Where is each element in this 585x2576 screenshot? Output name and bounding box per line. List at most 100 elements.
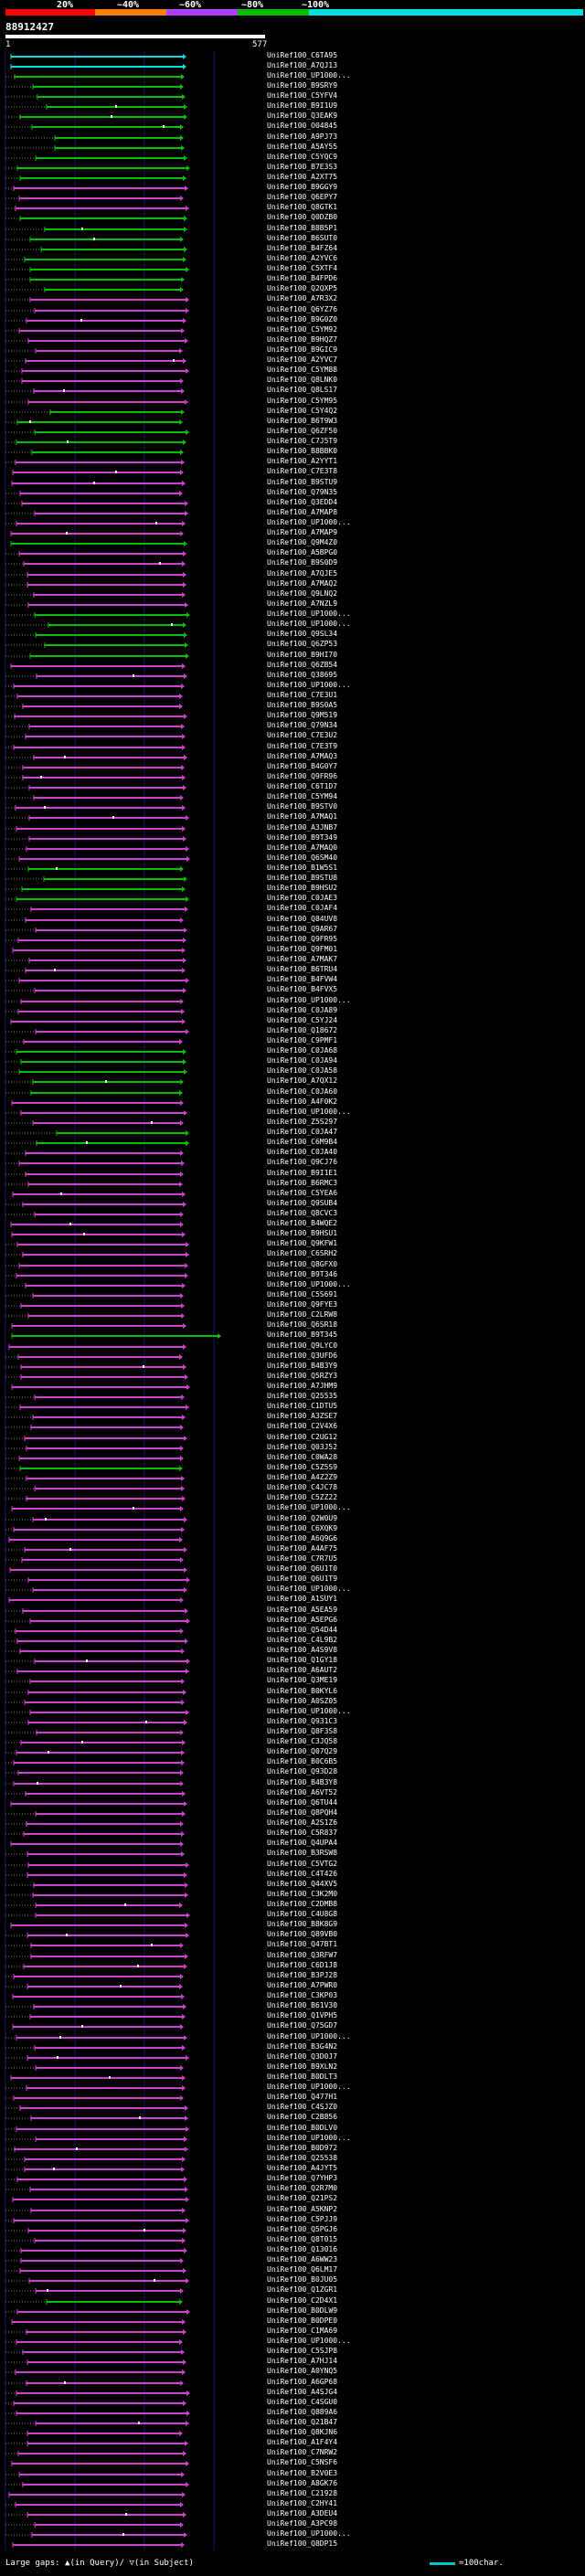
hit-label-link[interactable]: UniRef100_UP1000... [267, 1108, 351, 1116]
hit-label-link[interactable]: UniRef100_B9HI70 [267, 651, 338, 659]
hit-label-link[interactable]: UniRef100_B9GGY9 [267, 183, 338, 191]
hit-label-link[interactable]: UniRef100_UP1000... [267, 518, 351, 526]
hit-label-link[interactable]: UniRef100_Q5PGJ6 [267, 2225, 338, 2233]
hit-label-link[interactable]: UniRef100_A7NZL9 [267, 599, 338, 608]
hit-label-link[interactable]: UniRef100_Q3EAK9 [267, 111, 338, 120]
hit-label-link[interactable]: UniRef100_C5YM94 [267, 792, 338, 800]
hit-label-link[interactable]: UniRef100_A5EA59 [267, 1606, 338, 1614]
hit-label-link[interactable]: UniRef100_Q8GFX0 [267, 1260, 338, 1268]
hit-label-link[interactable]: UniRef100_UP1000... [267, 996, 351, 1004]
hit-label-link[interactable]: UniRef100_C3JQ58 [267, 1737, 338, 1745]
hit-label-link[interactable]: UniRef100_A6AUT2 [267, 1666, 338, 1674]
hit-label-link[interactable]: UniRef100_Q8LNK0 [267, 376, 338, 384]
hit-label-link[interactable]: UniRef100_Q9AR67 [267, 925, 338, 933]
hit-label-link[interactable]: UniRef100_B6T9W3 [267, 417, 338, 425]
hit-label-link[interactable]: UniRef100_Q8GTK1 [267, 203, 338, 211]
hit-label-link[interactable]: UniRef100_UP1000... [267, 1585, 351, 1593]
hit-label-link[interactable]: UniRef100_UP1000... [267, 2337, 351, 2345]
hit-label-link[interactable]: UniRef100_Q7YHP3 [267, 2174, 338, 2182]
hit-label-link[interactable]: UniRef100_A4S9V8 [267, 1646, 338, 1654]
hit-label-link[interactable]: UniRef100_A9PJ73 [267, 133, 338, 141]
hit-label-link[interactable]: UniRef100_B9STV0 [267, 802, 338, 811]
hit-label-link[interactable]: UniRef100_UP1000... [267, 681, 351, 689]
hit-label-link[interactable]: UniRef100_C5R837 [267, 1829, 338, 1837]
hit-label-link[interactable]: UniRef100_A2YVC6 [267, 254, 338, 262]
hit-label-link[interactable]: UniRef100_B8BBK0 [267, 447, 338, 455]
hit-label-link[interactable]: UniRef100_B2V0E3 [267, 2469, 338, 2477]
hit-label-link[interactable]: UniRef100_B9HSU1 [267, 1229, 338, 1237]
hit-label-link[interactable]: UniRef100_Q75GD7 [267, 2021, 338, 2030]
hit-label-link[interactable]: UniRef100_Q2R7M0 [267, 2184, 338, 2192]
hit-label-link[interactable]: UniRef100_Q25538 [267, 2154, 338, 2162]
hit-label-link[interactable]: UniRef100_C6XQK9 [267, 1524, 338, 1532]
hit-label-link[interactable]: UniRef100_C2LRW8 [267, 1310, 338, 1319]
hit-label-link[interactable]: UniRef100_B9G0Z0 [267, 315, 338, 323]
hit-label-link[interactable]: UniRef100_C5S691 [267, 1290, 338, 1299]
hit-label-link[interactable]: UniRef100_Q0DZB0 [267, 213, 338, 221]
hit-label-link[interactable]: UniRef100_C7E3U1 [267, 691, 338, 699]
hit-label-link[interactable]: UniRef100_C5PJJ9 [267, 2215, 338, 2223]
hit-label-link[interactable]: UniRef100_B9T346 [267, 1270, 338, 1278]
hit-label-link[interactable]: UniRef100_B6RMC3 [267, 1179, 338, 1187]
hit-label-link[interactable]: UniRef100_C5Z5S9 [267, 1463, 338, 1471]
hit-label-link[interactable]: UniRef100_UP1000... [267, 2032, 351, 2041]
hit-label-link[interactable]: UniRef100_A5EPG6 [267, 1616, 338, 1624]
hit-label-link[interactable]: UniRef100_A2YVC7 [267, 355, 338, 364]
hit-label-link[interactable]: UniRef100_Q6SR18 [267, 1320, 338, 1329]
hit-label-link[interactable]: UniRef100_C5NSF6 [267, 2458, 338, 2466]
hit-label-link[interactable]: UniRef100_B9T349 [267, 833, 338, 842]
hit-label-link[interactable]: UniRef100_A1F4Y4 [267, 2438, 338, 2446]
hit-label-link[interactable]: UniRef100_Q47BT1 [267, 1940, 338, 1948]
hit-label-link[interactable]: UniRef100_C4T426 [267, 1870, 338, 1878]
hit-label-link[interactable]: UniRef100_Q6ZF50 [267, 427, 338, 435]
hit-label-link[interactable]: UniRef100_C2UG12 [267, 1433, 338, 1441]
hit-label-link[interactable]: UniRef100_A7MAP8 [267, 508, 338, 516]
hit-label-link[interactable]: UniRef100_C5Y4Q2 [267, 407, 338, 415]
hit-label-link[interactable]: UniRef100_C1DTU5 [267, 1402, 338, 1410]
hit-label-link[interactable]: UniRef100_Q07Q29 [267, 1747, 338, 1755]
hit-label-link[interactable]: UniRef100_B0D972 [267, 2144, 338, 2152]
hit-label-link[interactable]: UniRef100_B9STU8 [267, 874, 338, 882]
hit-label-link[interactable]: UniRef100_Q6YZ76 [267, 305, 338, 313]
hit-label-link[interactable]: UniRef100_C5YM88 [267, 366, 338, 374]
hit-label-link[interactable]: UniRef100_A7JHM9 [267, 1382, 338, 1390]
hit-label-link[interactable]: UniRef100_C0JA47 [267, 1128, 338, 1136]
hit-label-link[interactable]: UniRef100_C5SJP8 [267, 2347, 338, 2355]
hit-label-link[interactable]: UniRef100_B9XLN2 [267, 2062, 338, 2071]
hit-label-link[interactable]: UniRef100_B9T345 [267, 1330, 338, 1339]
hit-label-link[interactable]: UniRef100_Q9FYE3 [267, 1300, 338, 1309]
hit-label-link[interactable]: UniRef100_C6D1J8 [267, 1961, 338, 1969]
hit-label-link[interactable]: UniRef100_C0WA28 [267, 1453, 338, 1461]
hit-label-link[interactable]: UniRef100_B4B3Y9 [267, 1362, 338, 1370]
hit-label-link[interactable]: UniRef100_C2DMB8 [267, 1900, 338, 1908]
hit-label-link[interactable]: UniRef100_C4SGU0 [267, 2398, 338, 2406]
hit-label-link[interactable]: UniRef100_A7QX12 [267, 1076, 338, 1085]
hit-label-link[interactable]: UniRef100_B4WQE2 [267, 1219, 338, 1227]
hit-label-link[interactable]: UniRef100_Q6LM17 [267, 2265, 338, 2274]
hit-label-link[interactable]: UniRef100_Q477H1 [267, 2093, 338, 2101]
hit-label-link[interactable]: UniRef100_Z5S297 [267, 1118, 338, 1126]
hit-label-link[interactable]: UniRef100_Q44XV5 [267, 1880, 338, 1888]
hit-label-link[interactable]: UniRef100_B9GIC9 [267, 345, 338, 354]
hit-label-link[interactable]: UniRef100_Q9SL34 [267, 630, 338, 638]
hit-label-link[interactable]: UniRef100_A0YNQ5 [267, 2367, 338, 2375]
hit-label-link[interactable]: UniRef100_Q84UV8 [267, 915, 338, 923]
hit-label-link[interactable]: UniRef100_C6T1D7 [267, 782, 338, 790]
hit-label-link[interactable]: UniRef100_B4FVX5 [267, 985, 338, 993]
hit-label-link[interactable]: UniRef100_C5YEA6 [267, 1189, 338, 1197]
hit-label-link[interactable]: UniRef100_B0DLW9 [267, 2306, 338, 2315]
hit-label-link[interactable]: UniRef100_Q6SM40 [267, 853, 338, 862]
hit-label-link[interactable]: UniRef100_A2S1Z6 [267, 1818, 338, 1827]
hit-label-link[interactable]: UniRef100_C21928 [267, 2489, 338, 2497]
hit-label-link[interactable]: UniRef100_Q8PQH4 [267, 1808, 338, 1817]
hit-label-link[interactable]: UniRef100_O04845 [267, 122, 338, 130]
hit-label-link[interactable]: UniRef100_Q79N34 [267, 721, 338, 729]
hit-label-link[interactable]: UniRef100_B0DLT3 [267, 2072, 338, 2081]
hit-label-link[interactable]: UniRef100_B7E3S3 [267, 163, 338, 171]
hit-label-link[interactable]: UniRef100_UP1000... [267, 610, 351, 618]
hit-label-link[interactable]: UniRef100_C0JA94 [267, 1056, 338, 1065]
hit-label-link[interactable]: UniRef100_Q8CVC3 [267, 1209, 338, 1217]
hit-label-link[interactable]: UniRef100_A1SUY1 [267, 1595, 338, 1603]
hit-label-link[interactable]: UniRef100_UP1000... [267, 1280, 351, 1288]
hit-label-link[interactable]: UniRef100_Q9LYC0 [267, 1341, 338, 1350]
